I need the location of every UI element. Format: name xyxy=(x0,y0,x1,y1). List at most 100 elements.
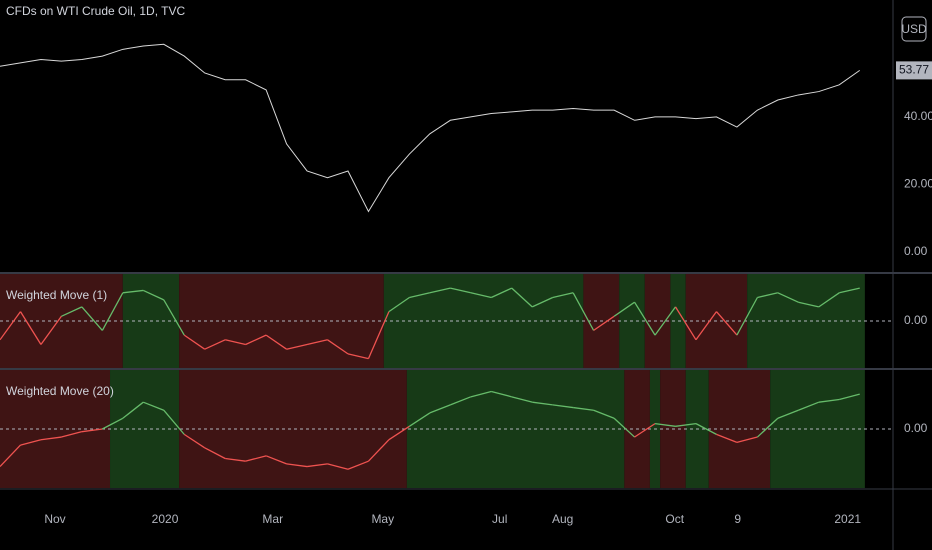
pane-title: CFDs on WTI Crude Oil, 1D, TVC xyxy=(6,4,185,18)
indicator-segment xyxy=(163,409,185,435)
indicator-segment xyxy=(777,292,799,303)
indicator-segment xyxy=(163,299,185,336)
x-tick-label: 2021 xyxy=(834,512,861,526)
indicator-segment xyxy=(552,404,574,409)
x-tick-label: Jul xyxy=(492,512,507,526)
indicator-segment xyxy=(225,457,246,462)
indicator-segment xyxy=(204,447,226,460)
indicator-segment xyxy=(0,444,21,467)
indicator-segment xyxy=(61,306,83,317)
indicator-segment xyxy=(183,334,206,350)
indicator-segment xyxy=(511,287,533,308)
indicator-segment xyxy=(409,292,431,299)
indicator-segment xyxy=(409,412,431,427)
indicator-segment xyxy=(818,398,840,403)
x-tick-label: Aug xyxy=(552,512,573,526)
price-line xyxy=(0,43,861,213)
background-band xyxy=(383,274,584,368)
currency: USD xyxy=(901,22,927,36)
indicator-segment xyxy=(695,311,717,341)
indicator-segment xyxy=(20,439,42,446)
indicator-segment xyxy=(327,339,349,355)
x-tick-label: 9 xyxy=(734,512,741,526)
indicator-segment xyxy=(265,334,287,350)
indicator-segment xyxy=(143,401,164,411)
x-tick-label: Nov xyxy=(44,512,65,526)
indicator-segment xyxy=(306,339,328,346)
indicator-segment xyxy=(613,301,635,317)
indicator-segment xyxy=(0,311,21,341)
indicator-segment xyxy=(674,306,697,341)
indicator-segment xyxy=(532,401,553,406)
indicator-segment xyxy=(122,401,144,419)
indicator-segment xyxy=(593,409,615,419)
indicator-segment xyxy=(225,339,246,346)
indicator-segment xyxy=(798,301,819,308)
indicator-segment xyxy=(286,463,308,468)
y-tick-label: 0.00 xyxy=(904,421,928,435)
indicator-segment xyxy=(736,297,758,336)
indicator-segment xyxy=(736,436,758,444)
y-tick-label: 0.00 xyxy=(904,244,928,258)
indicator-segment xyxy=(388,296,410,313)
pane-title: Weighted Move (20) xyxy=(6,384,114,398)
indicator-segment xyxy=(695,423,717,435)
indicator-segment xyxy=(367,439,390,462)
indicator-segment xyxy=(245,455,267,462)
indicator-segment xyxy=(654,422,676,427)
indicator-segment xyxy=(429,287,451,294)
indicator-segment xyxy=(531,296,553,308)
indicator-segment xyxy=(81,306,103,331)
indicator-segment xyxy=(183,433,206,449)
indicator-segment xyxy=(757,292,779,299)
indicator-segment xyxy=(286,343,308,350)
indicator-segment xyxy=(347,353,369,360)
x-tick-label: Oct xyxy=(665,512,684,526)
indicator-segment xyxy=(61,431,83,438)
indicator-segment xyxy=(573,406,594,411)
indicator-segment xyxy=(429,404,451,414)
plot: 0.00 20.00 40.00 53.77 CFDs on WTI Crude Oil… xyxy=(0,4,932,526)
indicator-segment xyxy=(143,289,165,301)
indicator-segment xyxy=(470,292,492,299)
indicator-segment xyxy=(839,393,860,401)
indicator-segment xyxy=(491,287,513,299)
indicator-segment xyxy=(634,301,656,336)
indicator-segment xyxy=(265,455,287,465)
indicator-segment xyxy=(102,417,124,430)
indicator-segment xyxy=(798,401,820,411)
indicator-segment xyxy=(613,417,636,438)
indicator-segment xyxy=(777,409,799,419)
indicator-segment xyxy=(367,311,390,359)
indicator-segment xyxy=(101,292,124,331)
indicator-segment xyxy=(634,423,656,438)
indicator-segment xyxy=(491,390,512,398)
indicator-segment xyxy=(40,436,62,441)
indicator-segment xyxy=(450,396,472,406)
y-tick-label: 40.00 xyxy=(904,109,932,123)
x-tick-label: May xyxy=(371,512,394,526)
indicator-segment xyxy=(715,311,738,336)
x-tick-label: Mar xyxy=(262,512,283,526)
last-price-label: 53.77 xyxy=(899,63,929,77)
indicator-segment xyxy=(388,425,410,441)
indicator-segment xyxy=(572,292,595,331)
indicator-segment xyxy=(756,417,779,438)
indicator-segment xyxy=(511,396,533,403)
indicator-segment xyxy=(204,339,226,350)
currency-box[interactable] xyxy=(901,16,927,42)
background-band xyxy=(179,274,384,368)
indicator-segment xyxy=(675,422,697,427)
indicator-segment xyxy=(40,315,62,345)
indicator-segment xyxy=(818,292,840,308)
indicator-segment xyxy=(122,289,144,294)
indicator-segment xyxy=(327,463,349,470)
indicator-segment xyxy=(81,428,103,433)
y-tick-label: 20.00 xyxy=(904,177,932,191)
last-price-box xyxy=(896,61,932,80)
x-tick-label: 2020 xyxy=(152,512,179,526)
indicator-segment xyxy=(593,315,615,331)
indicator-segment xyxy=(654,306,677,336)
